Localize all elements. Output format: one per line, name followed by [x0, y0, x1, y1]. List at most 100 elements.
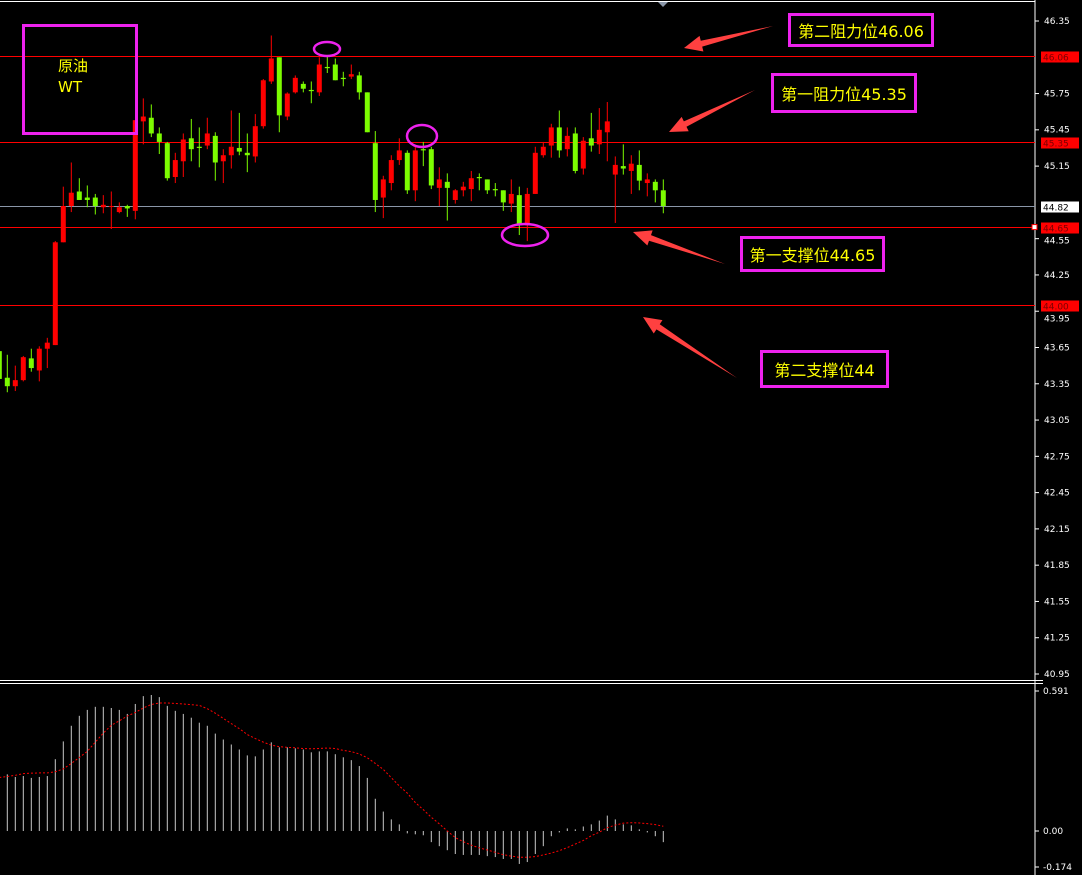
- candle-up: [388, 155, 394, 191]
- candle-body: [508, 193, 514, 204]
- price-tick-label: 42.45: [1044, 489, 1070, 499]
- candle-body: [428, 149, 434, 186]
- candle-up: [508, 179, 514, 213]
- candle-down: [4, 354, 10, 393]
- price-tick-label: 40.95: [1044, 670, 1070, 680]
- candle-down: [372, 131, 378, 213]
- level-badge-label: 46.06: [1043, 54, 1069, 64]
- arrow-icon: [684, 26, 773, 52]
- candle-body: [172, 160, 178, 177]
- candle-body: [20, 357, 26, 381]
- candle-body: [292, 77, 298, 93]
- candle-down: [188, 118, 194, 162]
- candle-body: [284, 93, 290, 117]
- candle-body: [316, 64, 322, 93]
- candle-body: [4, 377, 10, 387]
- highlight-ellipse: [500, 222, 550, 248]
- candle-body: [660, 190, 666, 207]
- candle-down: [212, 132, 218, 181]
- candle-body: [188, 138, 194, 150]
- candle-down: [356, 71, 362, 100]
- candle-body: [108, 206, 114, 208]
- candle-down: [324, 56, 330, 73]
- highlight-ellipse: [405, 123, 439, 149]
- level-badge: [1041, 201, 1079, 213]
- candle-body: [44, 342, 50, 349]
- price-tick-label: 44.25: [1044, 271, 1070, 281]
- candle-down: [332, 58, 338, 81]
- candle-body: [260, 80, 266, 127]
- candle-down: [476, 173, 482, 191]
- candle-up: [412, 146, 418, 202]
- candle-up: [52, 241, 58, 346]
- price-tick-label: 43.35: [1044, 380, 1070, 390]
- candle-body: [332, 64, 338, 81]
- candle-up: [564, 127, 570, 157]
- candle-body: [572, 133, 578, 171]
- candle-body: [124, 206, 130, 209]
- candle-body: [548, 127, 554, 146]
- candle-up: [348, 64, 354, 80]
- candle-body: [100, 204, 106, 208]
- price-tick-label: 46.35: [1044, 17, 1070, 27]
- candle-body: [268, 58, 274, 82]
- price-tick-label: 45.75: [1044, 90, 1070, 100]
- candle-body: [396, 150, 402, 161]
- candle-up: [452, 189, 458, 204]
- candle-body: [156, 133, 162, 142]
- arrow-icon: [633, 230, 725, 264]
- candle-body: [132, 120, 138, 211]
- candle-up: [580, 137, 586, 175]
- level-badge-label: 44.82: [1043, 204, 1069, 214]
- candle-body: [308, 89, 314, 92]
- candle-up: [468, 170, 474, 202]
- candle-body: [652, 181, 658, 191]
- candle-down: [428, 146, 434, 190]
- candle-down: [620, 144, 626, 175]
- arrow-icon: [643, 317, 737, 378]
- candle-up: [540, 141, 546, 158]
- chart-frame: [0, 0, 1043, 875]
- candle-body: [236, 147, 242, 152]
- candle-body: [604, 121, 610, 133]
- candle-down: [84, 185, 90, 208]
- candle-body: [36, 348, 42, 371]
- price-tick-label: 41.25: [1044, 634, 1070, 644]
- candle-down: [404, 150, 410, 194]
- level-handle: [1031, 224, 1038, 231]
- level-badge: [1041, 222, 1079, 234]
- candle-body: [92, 197, 98, 207]
- candle-up: [116, 202, 122, 214]
- macd-tick-label: 0.591: [1043, 687, 1069, 697]
- candle-body: [276, 57, 282, 116]
- candle-body: [556, 127, 562, 151]
- candle-up: [100, 195, 106, 214]
- candle-up: [44, 337, 50, 369]
- arrow-icon: [669, 90, 755, 132]
- candle-down: [92, 193, 98, 215]
- candle-down: [444, 173, 450, 221]
- candle-up: [612, 156, 618, 223]
- candle-body: [420, 149, 426, 151]
- annotation-support-1: 第一支撑位44.65: [740, 236, 885, 272]
- instrument-label-box: 原油 WT: [22, 24, 138, 135]
- macd-indicator: [0, 694, 664, 864]
- price-tick-label: 41.85: [1044, 561, 1070, 571]
- candle-down: [308, 81, 314, 104]
- candle-up: [284, 92, 290, 121]
- candle-down: [300, 81, 306, 93]
- candle-body: [356, 75, 362, 93]
- candle-body: [388, 160, 394, 184]
- candle-body: [412, 150, 418, 191]
- candlesticks: [0, 35, 666, 393]
- price-axis[interactable]: 46.35 45.75 45.45 45.15 44.55 44.25 43.95 43.65…: [1035, 17, 1079, 873]
- candle-up: [12, 365, 18, 392]
- candle-up: [204, 117, 210, 150]
- candle-body: [348, 74, 354, 77]
- price-tick-label: 42.15: [1044, 525, 1070, 535]
- candle-body: [116, 207, 122, 213]
- candle-body: [52, 242, 58, 346]
- candle-down: [196, 127, 202, 168]
- candle-down: [364, 92, 370, 133]
